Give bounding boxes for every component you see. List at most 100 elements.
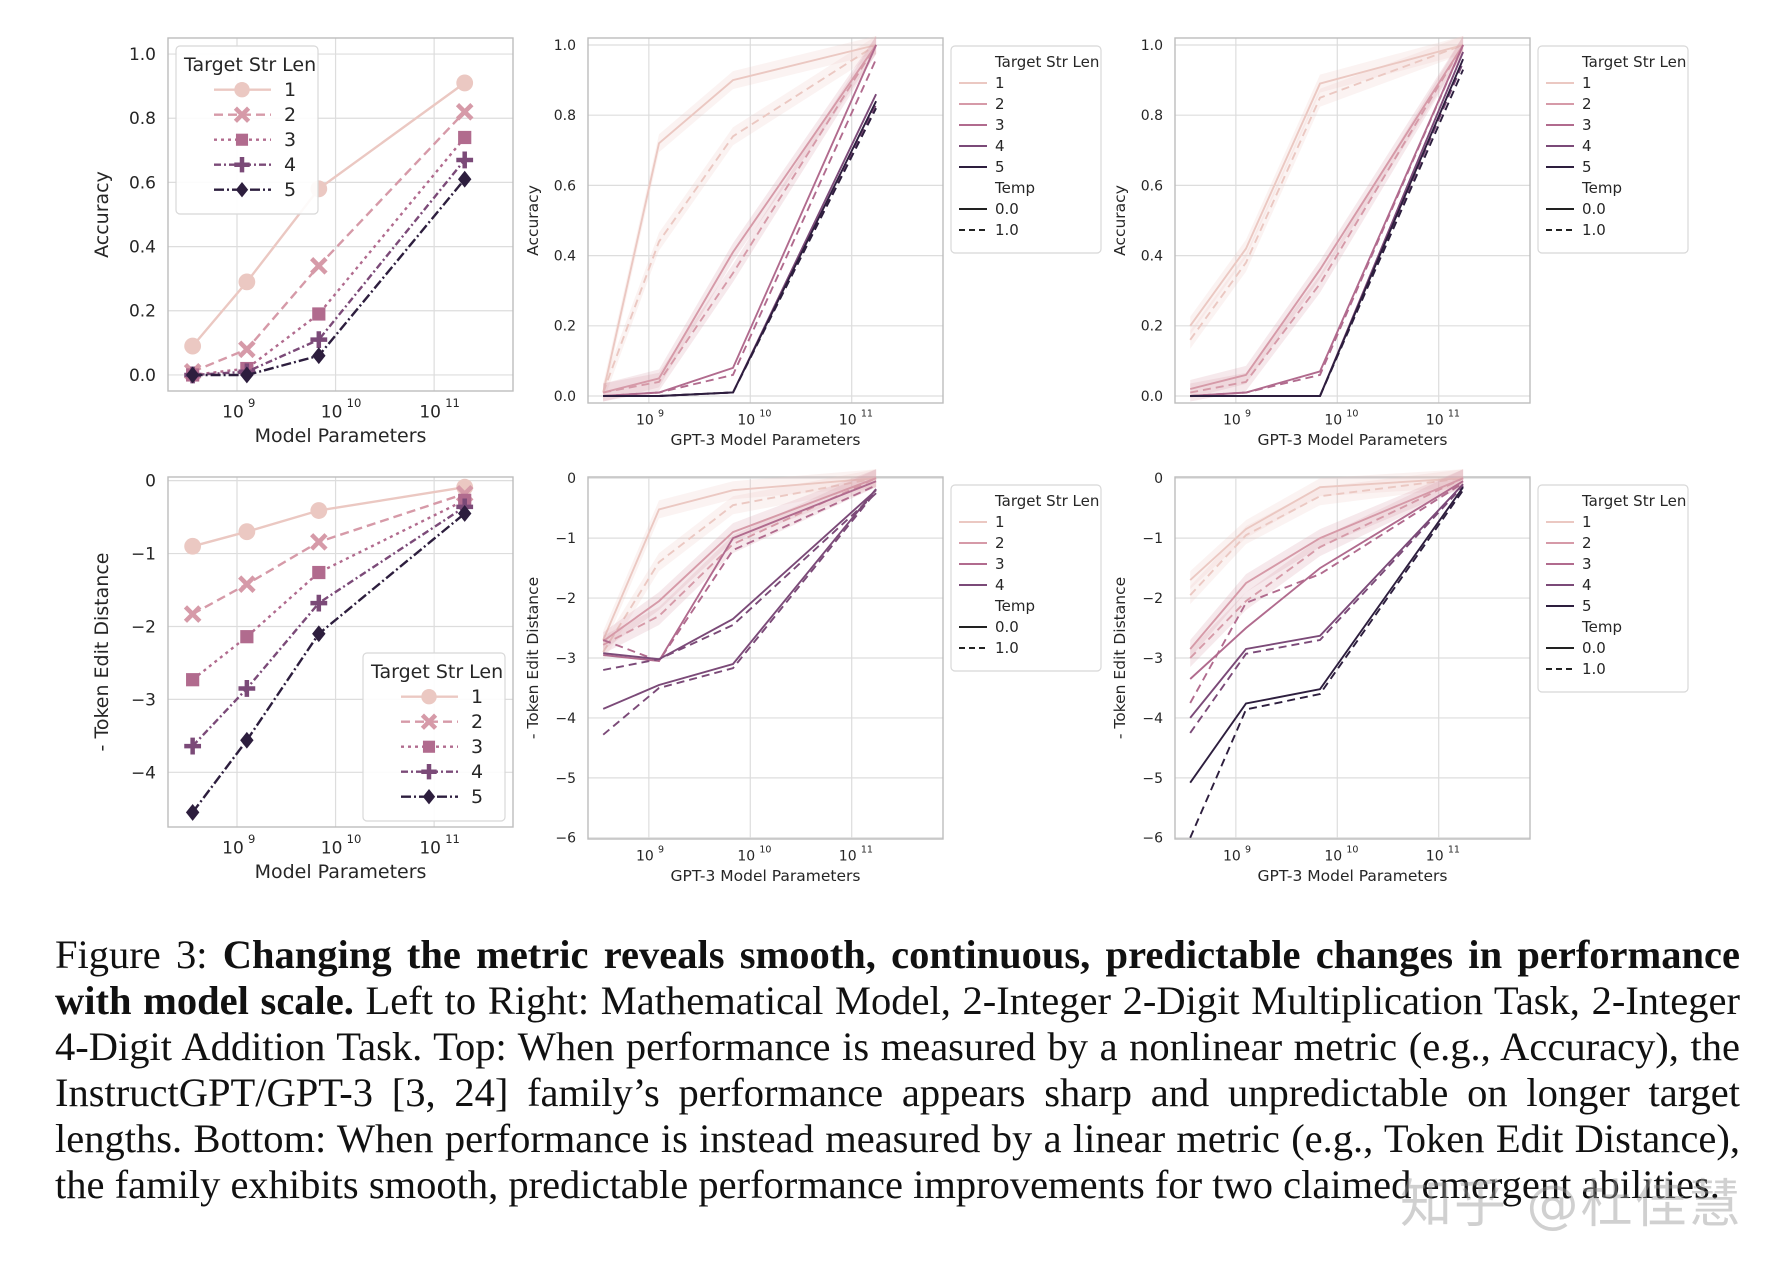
legend-title: Target Str Len	[370, 661, 503, 683]
x-tick-label: 10	[1324, 849, 1342, 865]
y-tick-label: −5	[555, 771, 576, 787]
plot-frame	[167, 476, 514, 828]
data-point-5	[312, 625, 326, 643]
plot-frame	[167, 37, 514, 392]
x-tick-label: 10	[1223, 849, 1241, 865]
legend-entry-temp-0.0: 0.0	[1582, 639, 1606, 657]
panel-addition-edit-distance: 0 −1 −2 −3 −4 −5 −6 10 9 10 10 10 11 GPT-3 Model Para…	[1111, 469, 1689, 885]
x-tick-exponent: 9	[248, 396, 255, 410]
data-point-4	[238, 680, 256, 697]
data-point-5	[185, 804, 200, 821]
data-point-3	[312, 307, 326, 321]
legend-entry-1: 1	[471, 686, 483, 708]
legend-entry-2: 2	[995, 534, 1005, 552]
y-tick-label: −4	[555, 711, 576, 727]
panel-addition-accuracy: 0.0 0.2 0.4 0.6 0.8 1.0 10 9 10 10 10 11 GPT-3 Model…	[1111, 36, 1689, 449]
caption-bold: Changing the metric reveals smooth, cont…	[55, 932, 1740, 1023]
x-tick-exponent: 11	[861, 844, 873, 855]
legend-entry-temp-0.0: 0.0	[995, 618, 1019, 636]
legend-entry-temp-1.0: 1.0	[995, 639, 1019, 657]
series-line-2-temp-0.0	[1189, 44, 1464, 390]
series-line-4-temp-1.0	[602, 490, 877, 736]
series-line-3	[192, 136, 466, 377]
legend-box	[950, 484, 1102, 672]
legend-entry-2: 2	[284, 104, 296, 126]
y-tick-label: −1	[1142, 531, 1163, 547]
x-tick-label: 10	[636, 849, 654, 865]
data-point-4	[184, 737, 202, 755]
series-band-2	[603, 469, 877, 651]
panel-math-edit-distance: 0 −1 −2 −3 −4 10 9 10 10 10 11 Model Parameters - To…	[91, 472, 514, 883]
x-tick-exponent: 10	[347, 396, 362, 410]
legend-title: Target Str Len	[183, 54, 316, 76]
x-tick-label: 10	[1426, 413, 1444, 429]
series-line-2-temp-1.0	[603, 44, 877, 394]
legend-marker-4	[234, 157, 250, 173]
series-line-1-temp-0.0	[1189, 477, 1464, 581]
legend-entry-3: 3	[284, 129, 296, 151]
series-line-3-temp-0.0	[603, 480, 877, 663]
series-line-5-temp-1.0	[603, 107, 877, 397]
series-line-3-temp-1.0	[602, 484, 877, 663]
y-tick-label: −5	[1142, 771, 1163, 787]
y-axis-label: Accuracy	[91, 171, 113, 258]
series-line-5-temp-1.0	[1189, 489, 1464, 839]
series-line-4-temp-1.0	[1189, 485, 1464, 734]
x-tick-exponent: 10	[759, 408, 771, 419]
series-band-2	[603, 36, 877, 402]
series-band-1	[603, 469, 877, 649]
x-tick-exponent: 9	[1245, 408, 1251, 419]
x-tick-exponent: 9	[1245, 844, 1251, 855]
data-point-4	[456, 151, 474, 169]
legend-entry-1: 1	[995, 513, 1005, 531]
series-line-1-temp-1.0	[1189, 44, 1464, 341]
legend-entry-3: 3	[995, 116, 1005, 134]
y-axis-label: Accuracy	[524, 185, 542, 256]
legend-entry-temp-0.0: 0.0	[995, 200, 1019, 218]
plot-frame	[1174, 476, 1531, 840]
y-axis-label: - Token Edit Distance	[1111, 577, 1129, 739]
legend-entry-4: 4	[1582, 137, 1592, 155]
series-line-3-temp-0.0	[1189, 480, 1464, 680]
series-line-1	[191, 81, 466, 347]
x-tick-exponent: 11	[1448, 408, 1460, 419]
x-tick-label: 10	[737, 849, 755, 865]
y-tick-label: 0.0	[129, 366, 156, 386]
series-line-3-temp-1.0	[603, 58, 877, 397]
x-tick-exponent: 11	[861, 408, 873, 419]
legend-entry-temp-0.0: 0.0	[1582, 200, 1606, 218]
y-tick-label: −6	[555, 831, 576, 847]
y-tick-label: 1.0	[554, 38, 576, 54]
legend-box	[1537, 45, 1689, 254]
legend-marker-4	[421, 764, 437, 780]
panel-multiplication-edit-distance: 0 −1 −2 −3 −4 −5 −6 10 9 10 10 10 11 GPT-3 Model Para…	[524, 469, 1102, 885]
legend-title-temp: Temp	[1581, 618, 1622, 636]
series-line-5	[192, 178, 466, 377]
x-tick-exponent: 11	[445, 396, 460, 410]
series-band-1	[603, 36, 877, 402]
series-band-2	[1190, 469, 1464, 667]
legend-marker-3	[235, 133, 249, 146]
plot-frame	[1174, 37, 1531, 404]
series-line-3-temp-1.0	[1190, 44, 1464, 397]
y-tick-label: −3	[131, 690, 156, 710]
series-line-2	[192, 492, 466, 616]
legend-entry-3: 3	[1582, 116, 1592, 134]
legend-title: Target Str Len	[1581, 492, 1686, 510]
legend-marker-5	[422, 789, 436, 805]
series-line-1-temp-0.0	[1189, 44, 1464, 327]
x-tick-exponent: 10	[759, 844, 771, 855]
data-point-5	[312, 347, 326, 365]
y-tick-label: −1	[131, 545, 156, 565]
data-point-2	[310, 533, 328, 551]
series-line-2	[192, 110, 466, 373]
y-tick-label: 0.0	[1141, 389, 1163, 405]
data-point-1	[184, 337, 202, 355]
legend: Target Str Len 1 2 3 4 5	[362, 652, 506, 822]
legend-title-temp: Temp	[994, 597, 1035, 615]
x-tick-label: 10	[1223, 413, 1241, 429]
y-tick-label: 0.6	[1141, 178, 1163, 194]
legend: Target Str Len 1 2 3 4 5 Temp 0.0 1.0	[1537, 45, 1689, 254]
x-tick-exponent: 11	[445, 832, 460, 846]
legend-entry-4: 4	[995, 137, 1005, 155]
